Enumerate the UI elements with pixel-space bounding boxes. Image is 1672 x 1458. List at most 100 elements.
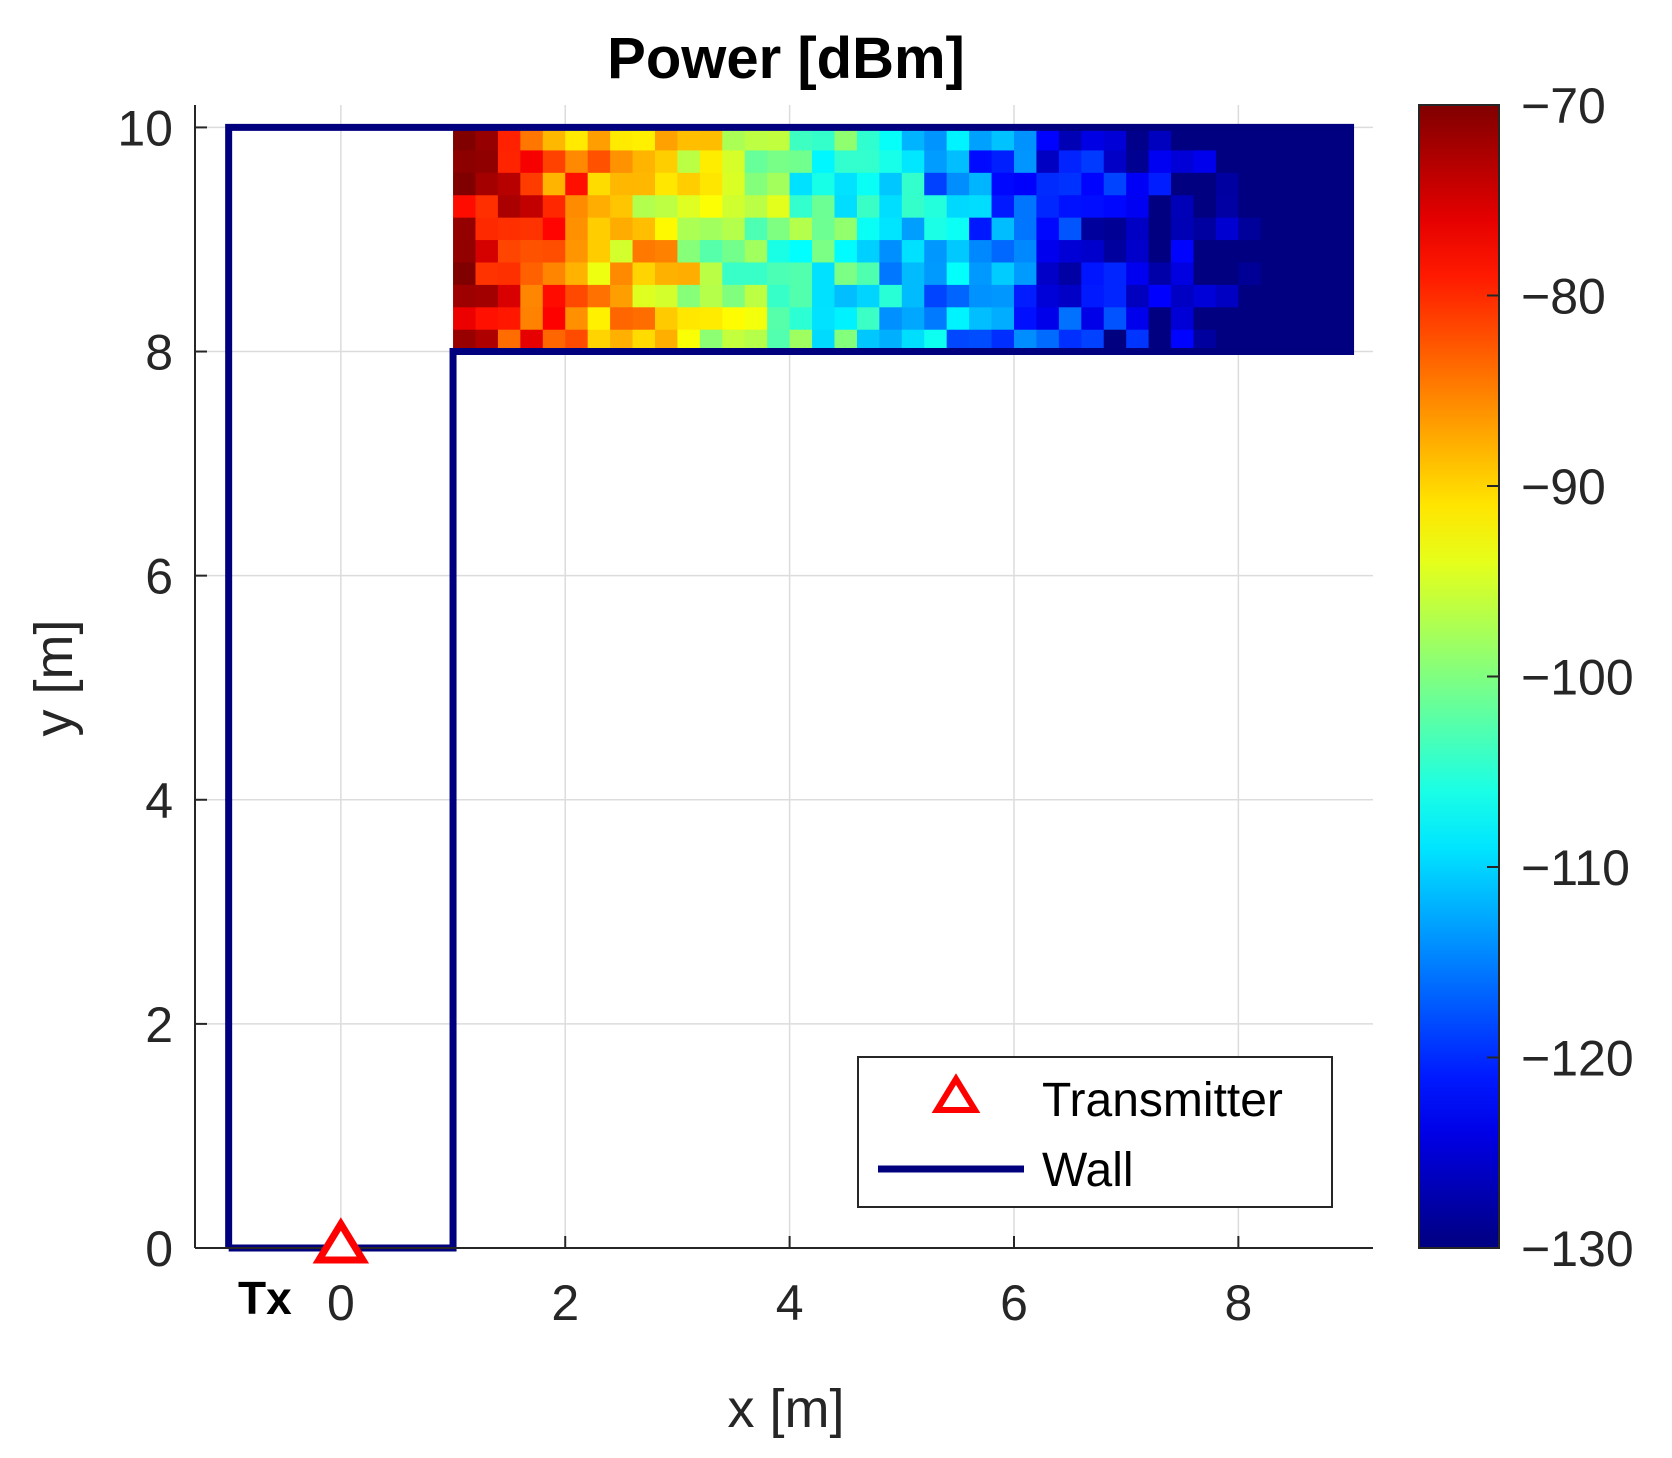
heatmap-cell: [991, 329, 1015, 353]
heatmap-cell: [610, 194, 634, 218]
heatmap-cell: [924, 284, 948, 308]
x-tick-label: 2: [551, 1275, 579, 1331]
heatmap-cell: [610, 172, 634, 196]
heatmap-cell: [654, 306, 679, 330]
heatmap-cell: [699, 261, 723, 285]
heatmap-cell: [1283, 284, 1307, 308]
heatmap-cell: [520, 194, 544, 218]
heatmap-cell: [1171, 329, 1195, 353]
heatmap-cell: [946, 127, 970, 151]
heatmap-cell: [1081, 217, 1105, 241]
x-tick-label: 4: [776, 1275, 804, 1331]
heatmap-cell: [610, 127, 634, 151]
chart-title: Power [dBm]: [607, 26, 965, 91]
x-axis-label: x [m]: [728, 1379, 845, 1439]
heatmap-cell: [946, 261, 970, 285]
heatmap-cell: [1058, 172, 1082, 196]
heatmap-cell: [1103, 239, 1127, 263]
heatmap-cell: [1103, 172, 1127, 196]
heatmap-cell: [610, 329, 634, 353]
heatmap-cell: [1058, 127, 1082, 151]
heatmap-cell: [1058, 261, 1082, 285]
heatmap-cell: [1036, 217, 1060, 241]
heatmap-cell: [1305, 217, 1329, 241]
heatmap-cell: [542, 306, 566, 330]
heatmap-cell: [565, 284, 589, 308]
heatmap-cell: [654, 194, 679, 218]
heatmap-cell: [654, 149, 679, 173]
heatmap-cell: [1103, 217, 1127, 241]
heatmap-cell: [1305, 239, 1329, 263]
heatmap-cell: [1283, 306, 1307, 330]
heatmap-cell: [812, 194, 836, 218]
heatmap-cell: [1283, 261, 1307, 285]
heatmap-cell: [1036, 329, 1060, 353]
x-tick-label: 6: [1000, 1275, 1028, 1331]
heatmap-cell: [632, 149, 656, 173]
heatmap-cell: [969, 261, 993, 285]
heatmap-cell: [497, 329, 521, 353]
heatmap-cell: [1328, 306, 1352, 330]
heatmap-cell: [924, 149, 948, 173]
heatmap-cell: [789, 284, 813, 308]
heatmap-cell: [1171, 217, 1195, 241]
heatmap-cell: [924, 306, 948, 330]
heatmap-cell: [767, 127, 791, 151]
heatmap-cell: [1215, 284, 1239, 308]
heatmap-cell: [1305, 261, 1329, 285]
heatmap-cell: [744, 284, 768, 308]
heatmap-cell: [1215, 127, 1239, 151]
heatmap-cell: [497, 239, 521, 263]
heatmap-cell: [1103, 261, 1127, 285]
heatmap-cell: [1013, 194, 1038, 218]
heatmap-cell: [1238, 194, 1262, 218]
heatmap-cell: [1126, 194, 1150, 218]
heatmap-cell: [991, 306, 1015, 330]
heatmap-cell: [946, 217, 970, 241]
heatmap-cell: [677, 284, 701, 308]
heatmap-cell: [879, 149, 903, 173]
heatmap-cell: [1103, 127, 1127, 151]
heatmap-cell: [744, 172, 768, 196]
heatmap-cell: [879, 284, 903, 308]
heatmap-cell: [1171, 306, 1195, 330]
heatmap-cell: [677, 149, 701, 173]
heatmap-cell: [946, 149, 970, 173]
x-tick-label: 8: [1224, 1275, 1252, 1331]
heatmap-cell: [744, 329, 768, 353]
heatmap-cell: [1171, 149, 1195, 173]
heatmap-cell: [632, 306, 656, 330]
heatmap-cell: [969, 127, 993, 151]
heatmap-cell: [856, 127, 880, 151]
heatmap-cell: [453, 329, 477, 353]
heatmap-cell: [767, 239, 791, 263]
heatmap-cell: [789, 306, 813, 330]
heatmap-cell: [1215, 194, 1239, 218]
heatmap-cell: [1193, 306, 1217, 330]
heatmap-cell: [542, 194, 566, 218]
heatmap-cell: [879, 306, 903, 330]
heatmap-cell: [722, 194, 746, 218]
heatmap-cell: [453, 149, 477, 173]
heatmap-cell: [991, 127, 1015, 151]
heatmap-cell: [610, 306, 634, 330]
heatmap-cell: [1328, 239, 1352, 263]
heatmap-cell: [1283, 149, 1307, 173]
transmitter-marker: [312, 1217, 370, 1264]
heatmap-cell: [991, 172, 1015, 196]
heatmap-cell: [1215, 261, 1239, 285]
heatmap-cell: [901, 306, 925, 330]
heatmap-cell: [520, 284, 544, 308]
heatmap-cell: [497, 217, 521, 241]
heatmap-cell: [632, 217, 656, 241]
heatmap-cell: [1328, 217, 1352, 241]
heatmap-cell: [565, 239, 589, 263]
heatmap-cell: [677, 306, 701, 330]
heatmap-cell: [699, 149, 723, 173]
heatmap-cell: [677, 194, 701, 218]
heatmap-cell: [856, 329, 880, 353]
heatmap-cell: [722, 284, 746, 308]
heatmap-cell: [1193, 284, 1217, 308]
heatmap-cell: [1328, 149, 1352, 173]
heatmap-cell: [1081, 329, 1105, 353]
